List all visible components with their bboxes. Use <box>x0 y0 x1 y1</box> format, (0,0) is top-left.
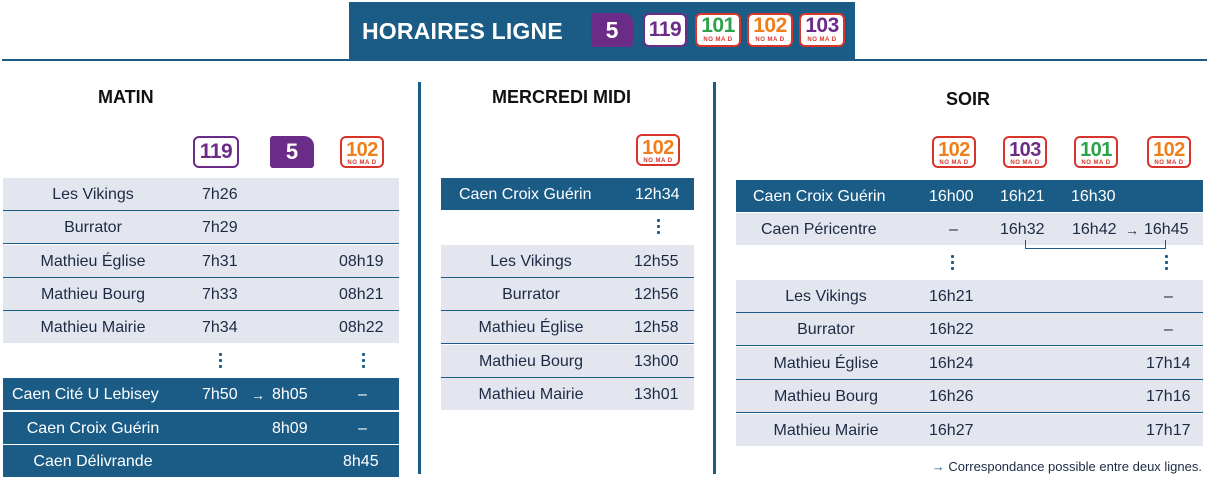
page-title: HORAIRES LIGNE <box>362 18 563 44</box>
table-row: Caen Croix Guérin 8h09 – <box>3 412 399 445</box>
table-row: Caen Cité U Lebisey 7h50 → 8h05 – <box>3 378 399 411</box>
table-row: Mathieu Église 16h24 17h14 <box>736 347 1203 380</box>
continuation-dots <box>657 219 661 237</box>
table-row: Mathieu Bourg 13h00 <box>441 345 694 378</box>
correspondence-arrow: → <box>931 459 945 474</box>
table-row: Mathieu Église 7h31 08h19 <box>3 245 399 278</box>
table-row: Les Vikings 12h55 <box>441 245 694 278</box>
continuation-dots <box>951 255 955 273</box>
section-title-midi: MERCREDI MIDI <box>492 87 631 107</box>
section-divider <box>713 82 716 474</box>
correspondence-arrow: → <box>251 387 265 403</box>
line-119-badge: 119 <box>643 13 687 47</box>
table-row: Mathieu Mairie 13h01 <box>441 378 694 410</box>
continuation-dots <box>1165 255 1169 273</box>
line-5-badge: 5 <box>591 13 633 47</box>
correspondence-arrow: → <box>1125 222 1139 238</box>
title-bar: HORAIRES LIGNE 5 119 101 NO MA D 102 NO … <box>349 2 855 59</box>
table-row: Mathieu Bourg 16h26 17h16 <box>736 380 1203 413</box>
table-row: Caen Croix Guérin 12h34 <box>441 178 694 210</box>
table-row: Les Vikings 16h21 – <box>736 280 1203 313</box>
line-102-badge: 102 NO MA D <box>932 136 976 168</box>
table-row: Burrator 12h56 <box>441 278 694 311</box>
section-title-soir: SOIR <box>946 89 991 109</box>
table-row: Burrator 7h29 <box>3 211 399 244</box>
table-row: Mathieu Église 12h58 <box>441 311 694 344</box>
connection-line <box>1025 248 1166 249</box>
line-103-badge: 103 NO MA D <box>799 13 845 47</box>
section-title-matin: MATIN <box>98 87 154 107</box>
line-102-badge: 102 NO MA D <box>747 13 793 47</box>
footnote-text: Correspondance possible entre deux ligne… <box>948 459 1202 474</box>
table-row: Caen Croix Guérin 16h00 16h21 16h30 <box>736 180 1203 212</box>
line-103-badge: 103 NO MA D <box>1003 136 1047 168</box>
table-row: Les Vikings 7h26 <box>3 178 399 211</box>
line-102-badge: 102 NO MA D <box>340 136 384 168</box>
continuation-dots <box>219 353 223 371</box>
line-101-badge: 101 NO MA D <box>695 13 741 47</box>
table-row: Burrator 16h22 – <box>736 313 1203 346</box>
line-5-badge: 5 <box>270 136 314 168</box>
section-divider <box>418 82 421 474</box>
line-102-badge: 102 NO MA D <box>636 134 680 166</box>
table-row: Mathieu Bourg 7h33 08h21 <box>3 278 399 311</box>
table-row: Caen Délivrande 8h45 <box>3 445 399 477</box>
line-102-badge: 102 NO MA D <box>1147 136 1191 168</box>
continuation-dots <box>362 353 366 371</box>
connection-line <box>1025 240 1026 249</box>
table-row: Caen Péricentre – 16h32 16h42 → 16h45 <box>736 213 1203 245</box>
connection-line <box>1165 240 1166 249</box>
line-101-badge: 101 NO MA D <box>1074 136 1118 168</box>
table-row: Mathieu Mairie 7h34 08h22 <box>3 311 399 343</box>
table-row: Mathieu Mairie 16h27 17h17 <box>736 414 1203 446</box>
header-rule <box>2 59 1207 61</box>
line-119-badge: 119 <box>193 136 239 168</box>
footnote: → Correspondance possible entre deux lig… <box>932 459 1202 474</box>
